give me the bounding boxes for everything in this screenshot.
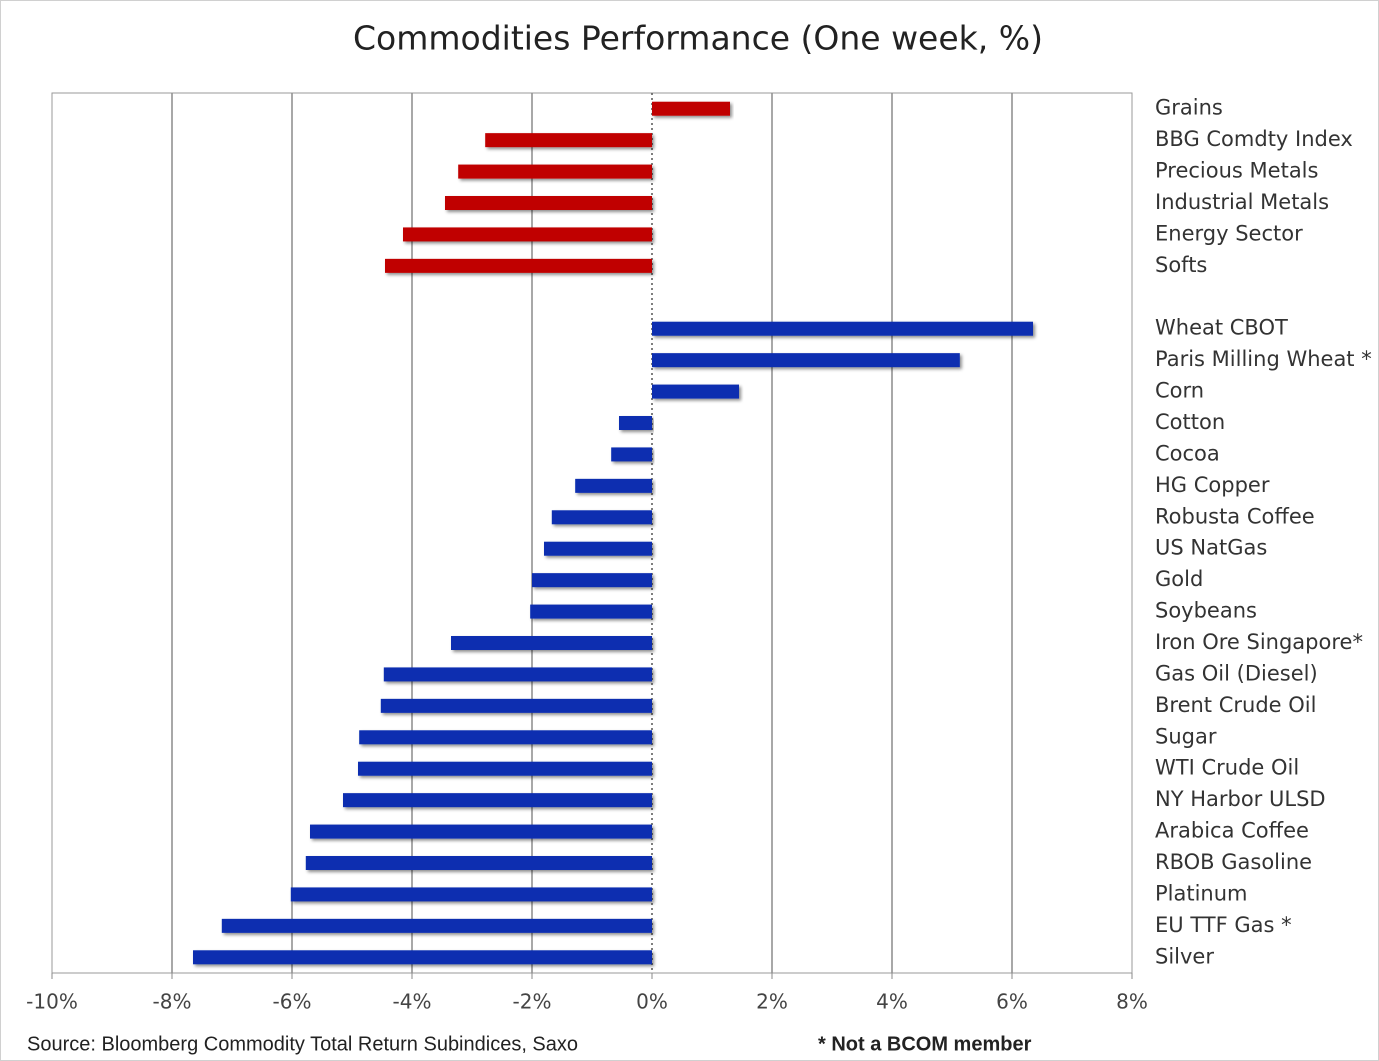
x-tick-label: -4% xyxy=(393,990,432,1014)
bar xyxy=(551,510,652,525)
x-tick-label: 6% xyxy=(996,990,1028,1014)
x-tick-label: -2% xyxy=(513,990,552,1014)
bar xyxy=(619,416,652,430)
bar xyxy=(380,698,652,713)
y-tick-label: BBG Comdty Index xyxy=(1155,127,1353,151)
x-tick-label: -6% xyxy=(273,990,312,1014)
note: * Not a BCOM member xyxy=(818,1033,1032,1055)
bar xyxy=(652,321,1033,336)
bar xyxy=(611,447,652,462)
y-tick-label: Iron Ore Singapore* xyxy=(1155,630,1363,654)
y-tick-label: Softs xyxy=(1155,253,1207,277)
y-tick-label: Robusta Coffee xyxy=(1155,504,1315,528)
x-tick-label: 2% xyxy=(756,990,788,1014)
bar xyxy=(343,793,652,808)
y-tick-label: Paris Milling Wheat * xyxy=(1155,347,1372,371)
x-tick-label: -8% xyxy=(153,990,192,1014)
plot-area xyxy=(51,92,1133,974)
y-tick-label: Cocoa xyxy=(1155,441,1220,465)
y-tick-label: Corn xyxy=(1155,379,1204,403)
bar xyxy=(532,573,652,588)
y-tick-label: Sugar xyxy=(1155,724,1217,748)
bar xyxy=(221,918,653,933)
bar xyxy=(575,478,652,493)
source: Source: Bloomberg Commodity Total Return… xyxy=(27,1033,578,1055)
bar xyxy=(451,636,652,650)
bar xyxy=(310,824,652,839)
y-tick-label: EU TTF Gas * xyxy=(1155,913,1292,937)
bar xyxy=(290,887,652,902)
bar xyxy=(305,856,652,870)
y-tick-label: Industrial Metals xyxy=(1155,190,1329,214)
y-tick-label: Cotton xyxy=(1155,410,1225,434)
bar xyxy=(385,258,652,273)
x-tick-label: 4% xyxy=(876,990,908,1014)
x-tick-label: 8% xyxy=(1116,990,1148,1014)
bar xyxy=(403,227,652,242)
y-tick-label: Silver xyxy=(1155,944,1214,968)
x-tick-label: -10% xyxy=(26,990,78,1014)
y-tick-label: Grains xyxy=(1155,96,1223,120)
bar xyxy=(358,761,652,776)
y-tick-label: Arabica Coffee xyxy=(1155,819,1309,843)
y-tick-label: Gas Oil (Diesel) xyxy=(1155,661,1318,685)
bar xyxy=(530,604,652,619)
x-tick-label: 0% xyxy=(636,990,668,1014)
y-tick-label: Soybeans xyxy=(1155,599,1257,623)
bar xyxy=(458,164,652,179)
y-tick-label: WTI Crude Oil xyxy=(1155,756,1299,780)
bar xyxy=(445,196,652,210)
y-tick-label: Brent Crude Oil xyxy=(1155,693,1316,717)
bar xyxy=(544,541,652,556)
y-tick-label: Platinum xyxy=(1155,881,1248,905)
bar xyxy=(359,730,652,745)
y-tick-label: RBOB Gasoline xyxy=(1155,850,1312,874)
chart-title: Commodities Performance (One week, %) xyxy=(353,19,1043,58)
y-tick-label: Gold xyxy=(1155,567,1203,591)
bar xyxy=(652,384,739,399)
bar xyxy=(652,353,960,368)
y-tick-label: HG Copper xyxy=(1155,473,1270,497)
y-tick-label: Precious Metals xyxy=(1155,159,1318,183)
bar xyxy=(383,667,652,682)
bar xyxy=(193,950,652,965)
y-tick-label: US NatGas xyxy=(1155,536,1267,560)
bar xyxy=(485,133,652,148)
y-tick-label: Energy Sector xyxy=(1155,221,1303,245)
y-tick-label: Wheat CBOT xyxy=(1155,316,1288,340)
y-tick-label: NY Harbor ULSD xyxy=(1155,787,1326,811)
bar xyxy=(652,101,730,116)
